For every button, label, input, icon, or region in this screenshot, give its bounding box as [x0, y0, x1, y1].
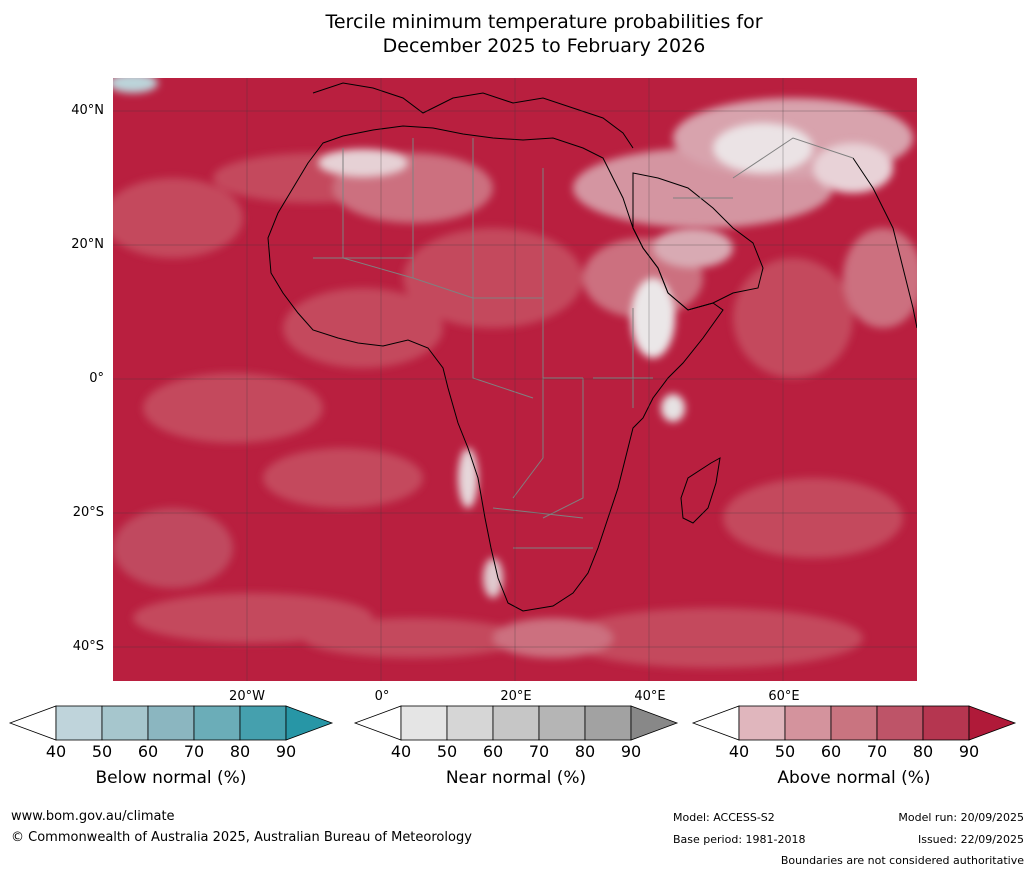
- lat-label-20s: 20°S: [72, 505, 104, 520]
- colorbar-near-box-2: [492, 705, 540, 741]
- lat-label-40s: 40°S: [72, 639, 104, 654]
- probability-map: [113, 78, 917, 681]
- base-period-label: Base period: 1981-2018: [673, 833, 806, 846]
- colorbar-tick-label: 50: [436, 742, 458, 761]
- model-run-label: Model run: 20/09/2025: [898, 811, 1024, 824]
- colorbar-tick-label: 70: [866, 742, 888, 761]
- colorbar-near-min-extend: [353, 705, 402, 741]
- colorbar-below-caption: Below normal (%): [95, 768, 247, 788]
- colorbar-tick-label: 60: [482, 742, 504, 761]
- colorbar-below: [8, 705, 334, 741]
- africa-coastline: [267, 125, 724, 612]
- colorbar-tick-label: 70: [528, 742, 550, 761]
- colorbar-near-max-extend: [630, 705, 679, 741]
- country-borders: [313, 137, 854, 549]
- pale-patches: [113, 78, 893, 598]
- madagascar-coastline: [680, 457, 721, 524]
- legend-above-normal: 40 50 60 70 80 90 Above normal (%): [691, 705, 1017, 788]
- colorbar-tick-label: 60: [820, 742, 842, 761]
- colorbar-below-box-4: [239, 705, 287, 741]
- colorbar-tick-label: 70: [183, 742, 205, 761]
- graticule: [113, 78, 917, 681]
- colorbar-tick-label: 90: [958, 742, 980, 761]
- colorbar-above-box-4: [922, 705, 970, 741]
- europe-coastline: [312, 82, 634, 149]
- colorbar-below-box-1: [101, 705, 149, 741]
- model-label: Model: ACCESS-S2: [673, 811, 775, 824]
- colorbar-below-ticks: 40 50 60 70 80 90: [10, 740, 332, 761]
- issued-label: Issued: 22/09/2025: [917, 833, 1024, 846]
- colorbar-above-box-1: [784, 705, 832, 741]
- colorbar-tick-label: 60: [137, 742, 159, 761]
- colorbar-tick-label: 40: [45, 742, 67, 761]
- map-svg: [113, 78, 917, 681]
- colorbar-below-box-3: [193, 705, 241, 741]
- colorbar-above-box-3: [876, 705, 924, 741]
- colorbar-above-ticks: 40 50 60 70 80 90: [693, 740, 1015, 761]
- lon-label-40e: 40°E: [634, 689, 666, 704]
- title-line-2: December 2025 to February 2026: [382, 35, 706, 57]
- colorbar-above-box-0: [738, 705, 786, 741]
- lat-label-40n: 40°N: [71, 103, 104, 118]
- colorbar-above-caption: Above normal (%): [777, 768, 931, 788]
- lon-label-60e: 60°E: [768, 689, 800, 704]
- colorbar-near-caption: Near normal (%): [445, 768, 587, 788]
- legend-below-normal: 40 50 60 70 80 90 Below normal (%): [8, 705, 334, 788]
- copyright: © Commonwealth of Australia 2025, Austra…: [11, 830, 472, 845]
- disclaimer: Boundaries are not considered authoritat…: [780, 854, 1024, 867]
- colorbar-below-min-extend: [8, 705, 57, 741]
- colorbar-tick-label: 50: [774, 742, 796, 761]
- colorbar-near: [353, 705, 679, 741]
- colorbar-tick-label: 40: [390, 742, 412, 761]
- colorbar-tick-label: 80: [229, 742, 251, 761]
- colorbar-above-min-extend: [691, 705, 740, 741]
- lat-label-0: 0°: [89, 371, 104, 386]
- colorbar-above-box-2: [830, 705, 878, 741]
- website-link[interactable]: www.bom.gov.au/climate: [11, 809, 175, 824]
- colorbar-tick-label: 50: [91, 742, 113, 761]
- lat-label-20n: 20°N: [71, 237, 104, 252]
- colorbar-above: [691, 705, 1017, 741]
- legend-near-normal: 40 50 60 70 80 90 Near normal (%): [353, 705, 679, 788]
- colorbar-near-ticks: 40 50 60 70 80 90: [355, 740, 677, 761]
- lon-label-0: 0°: [374, 689, 390, 704]
- map-title: Tercile minimum temperature probabilitie…: [0, 10, 1035, 58]
- colorbar-below-max-extend: [285, 705, 334, 741]
- colorbar-tick-label: 80: [912, 742, 934, 761]
- ocean-blotches: [113, 98, 917, 668]
- colorbar-above-max-extend: [968, 705, 1017, 741]
- colorbar-tick-label: 80: [574, 742, 596, 761]
- colorbar-tick-label: 90: [620, 742, 642, 761]
- colorbar-near-box-1: [446, 705, 494, 741]
- colorbar-near-box-3: [538, 705, 586, 741]
- lon-label-20w: 20°W: [229, 689, 265, 704]
- colorbar-below-box-2: [147, 705, 195, 741]
- colorbar-tick-label: 90: [275, 742, 297, 761]
- colorbar-near-box-0: [400, 705, 448, 741]
- colorbar-tick-label: 40: [728, 742, 750, 761]
- india-coastline: [852, 157, 917, 329]
- colorbar-below-box-0: [55, 705, 103, 741]
- lon-label-20e: 20°E: [500, 689, 532, 704]
- colorbar-near-box-4: [584, 705, 632, 741]
- title-line-1: Tercile minimum temperature probabilitie…: [325, 11, 763, 33]
